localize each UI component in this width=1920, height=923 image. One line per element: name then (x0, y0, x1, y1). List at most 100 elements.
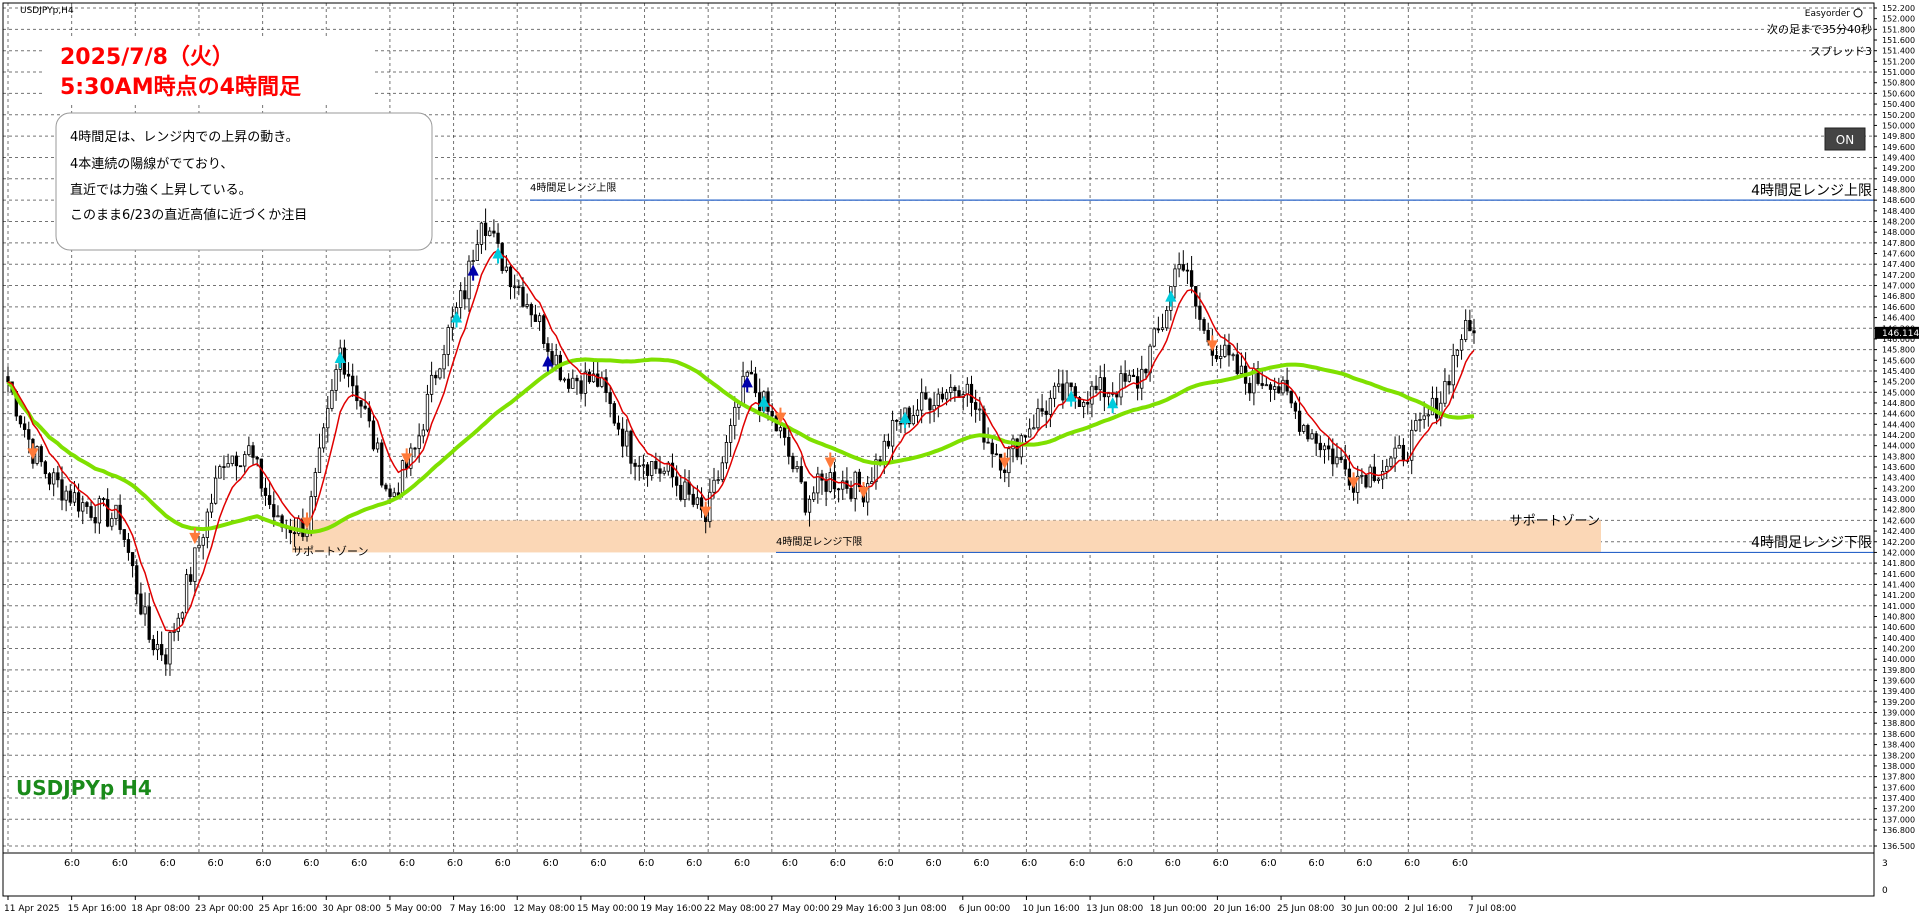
y-tick-label: 143.800 (1882, 452, 1915, 461)
candle (1173, 264, 1177, 299)
candle (1090, 381, 1094, 418)
y-tick-label: 141.600 (1882, 570, 1915, 579)
candle (1032, 414, 1036, 430)
y-tick-label: 138.800 (1882, 719, 1915, 728)
candle (1306, 423, 1310, 442)
time-axis[interactable]: 11 Apr 2025 15 Apr 16:00 18 Apr 08:00 23 Ap… (4, 858, 1888, 914)
candle (911, 405, 915, 426)
candle (155, 630, 160, 661)
candle (886, 433, 891, 449)
candle (1455, 348, 1460, 368)
candle (1418, 412, 1422, 433)
y-tick-label: 143.200 (1882, 484, 1915, 493)
candle (1227, 333, 1231, 367)
candle (110, 512, 114, 531)
candle (1389, 456, 1393, 470)
candle (1385, 458, 1389, 480)
candle (1322, 442, 1327, 464)
candle (654, 452, 658, 474)
candle (1048, 390, 1053, 428)
candle (571, 369, 575, 389)
session-mark: 6:0 (878, 858, 894, 869)
y-tick-label: 152.200 (1882, 4, 1915, 13)
candle (130, 552, 135, 578)
x-tick-label: 29 May 16:00 (831, 904, 893, 914)
candle (579, 375, 583, 400)
y-tick-label: 139.800 (1882, 666, 1915, 675)
candle (1077, 395, 1082, 407)
candle (263, 477, 268, 506)
y-tick-label: 142.200 (1882, 538, 1915, 547)
candle (928, 397, 932, 424)
candle (1414, 413, 1418, 432)
candle (483, 208, 488, 251)
candle (803, 481, 808, 516)
y-tick-label: 137.200 (1882, 805, 1915, 814)
y-tick-label: 151.800 (1882, 25, 1915, 34)
y-tick-label: 149.000 (1882, 175, 1915, 184)
candle (720, 456, 724, 483)
y-tick-label: 139.200 (1882, 698, 1915, 707)
session-mark: 6:0 (64, 858, 80, 869)
candle (1152, 327, 1156, 348)
candle (608, 386, 612, 418)
candle (446, 324, 450, 367)
x-tick-label: 18 Apr 08:00 (131, 904, 190, 914)
session-mark: 6:0 (208, 858, 224, 869)
on-button[interactable]: ON (1824, 127, 1866, 151)
candle (93, 505, 97, 534)
candle (122, 529, 126, 547)
session-mark: 6:0 (1308, 858, 1324, 869)
candle (562, 377, 567, 383)
y-tick-label: 146.600 (1882, 303, 1915, 312)
candle (1318, 435, 1322, 458)
y-tick-label: 143.600 (1882, 463, 1915, 472)
candle (1335, 442, 1339, 468)
candle (135, 559, 139, 605)
candle (85, 501, 89, 514)
candle (616, 415, 621, 436)
y-tick-label: 144.200 (1882, 431, 1915, 440)
y-tick-label: 147.400 (1882, 260, 1915, 269)
session-mark: 6:0 (1021, 858, 1037, 869)
y-tick-label: 148.600 (1882, 196, 1915, 205)
candle (392, 487, 396, 499)
y-tick-label: 140.200 (1882, 645, 1915, 654)
candle (658, 455, 662, 482)
candle (1102, 363, 1107, 412)
x-tick-label: 18 Jun 00:00 (1150, 904, 1207, 914)
candle (317, 433, 322, 473)
candle (326, 396, 330, 443)
candle (1472, 318, 1476, 344)
candle (359, 400, 363, 418)
candle (1181, 250, 1185, 272)
candle (218, 464, 222, 479)
y-tick-label: 138.600 (1882, 730, 1915, 739)
candle (267, 481, 272, 510)
candle (1364, 474, 1368, 489)
session-mark: 6:0 (1069, 858, 1085, 869)
candle (1023, 435, 1028, 443)
candle (1140, 355, 1144, 401)
candle (164, 649, 168, 676)
support-zone-label-left: サポートゾーン (292, 545, 368, 558)
indicators (6, 249, 1475, 632)
session-mark: 6:0 (447, 858, 463, 869)
y-tick-label: 145.800 (1882, 346, 1915, 355)
current-price-box (1875, 326, 1919, 339)
y-tick-label: 147.600 (1882, 250, 1915, 259)
candle (1410, 419, 1414, 475)
header-time: 5:30AM時点の4時間足 (60, 74, 301, 100)
candle (1468, 309, 1472, 332)
candle (22, 416, 27, 438)
candle (1356, 465, 1360, 504)
session-mark: 6:0 (734, 858, 750, 869)
y-tick-label: 146.400 (1882, 314, 1915, 323)
candle (936, 388, 940, 418)
candle (321, 423, 326, 453)
candle (56, 465, 60, 488)
y-tick-label: 147.800 (1882, 239, 1915, 248)
